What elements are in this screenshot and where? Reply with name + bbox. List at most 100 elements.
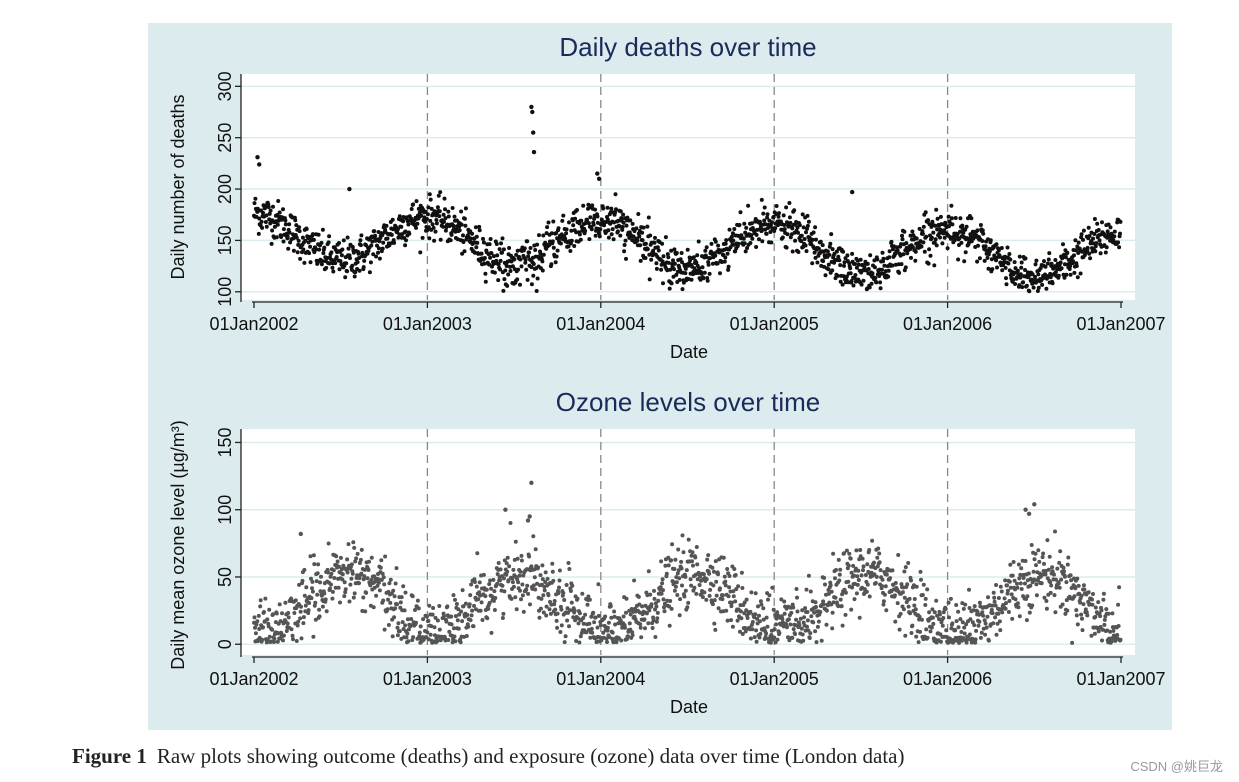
data-point: [780, 616, 785, 621]
data-point: [310, 232, 315, 237]
data-point: [765, 212, 770, 217]
data-point: [1117, 245, 1122, 250]
data-point: [713, 627, 718, 632]
data-point: [899, 262, 904, 267]
data-point: [580, 591, 585, 596]
data-point: [646, 569, 651, 574]
data-point: [329, 250, 334, 255]
data-point: [831, 551, 836, 556]
data-point: [533, 587, 538, 592]
data-point: [1015, 581, 1019, 586]
data-point: [750, 620, 755, 624]
data-point: [674, 251, 679, 255]
data-point: [679, 559, 684, 564]
data-point: [1011, 560, 1016, 564]
data-point: [640, 238, 645, 243]
data-point: [958, 229, 962, 234]
data-point: [609, 206, 614, 211]
data-point: [686, 600, 691, 605]
data-point: [444, 619, 449, 624]
data-point: [461, 604, 466, 609]
data-point: [956, 609, 961, 614]
data-point: [680, 287, 685, 292]
data-point: [283, 222, 288, 227]
data-point: [1042, 595, 1047, 600]
data-point: [813, 629, 818, 634]
data-point: [807, 636, 812, 640]
data-point: [309, 596, 314, 601]
data-point: [1071, 259, 1075, 264]
data-point: [680, 583, 684, 588]
data-point: [296, 238, 301, 243]
data-point: [1104, 607, 1109, 612]
data-point: [693, 555, 698, 560]
data-point: [1065, 250, 1070, 255]
data-point: [445, 604, 450, 609]
data-point: [263, 220, 268, 224]
ozone-chart-title: Ozone levels over time: [556, 387, 820, 417]
data-point: [326, 240, 331, 245]
data-point: [397, 214, 402, 219]
y-tick-label: 250: [215, 123, 235, 153]
data-point: [898, 611, 903, 616]
data-point: [252, 201, 257, 206]
data-point: [818, 610, 823, 614]
data-point: [446, 209, 451, 214]
data-point: [1097, 238, 1102, 243]
data-point: [635, 238, 640, 243]
data-point: [878, 280, 883, 285]
data-point: [949, 626, 954, 631]
data-point: [1030, 272, 1035, 277]
data-point: [786, 635, 790, 640]
data-point: [496, 561, 501, 565]
data-point: [772, 627, 777, 632]
data-point: [851, 563, 856, 568]
data-point: [363, 609, 368, 614]
data-point: [1056, 581, 1061, 586]
data-point: [769, 240, 774, 245]
data-point: [1068, 264, 1073, 268]
data-point: [651, 615, 656, 620]
data-point: [449, 622, 454, 627]
data-point: [643, 256, 648, 260]
data-point: [341, 238, 346, 243]
y-tick-label: 100: [215, 495, 235, 525]
data-point: [994, 242, 999, 247]
data-point: [749, 221, 754, 226]
data-point: [929, 625, 934, 630]
data-point: [501, 247, 506, 252]
figure-caption-label: Figure 1: [72, 744, 147, 768]
data-point: [426, 205, 431, 210]
data-point: [431, 225, 436, 230]
data-point: [349, 562, 354, 567]
data-point: [489, 630, 494, 635]
data-point: [343, 275, 348, 280]
data-point: [298, 616, 303, 621]
data-point: [460, 619, 465, 624]
data-point: [606, 620, 611, 625]
data-point: [821, 259, 826, 264]
data-point: [349, 576, 354, 581]
data-point: [583, 229, 588, 233]
data-point: [710, 602, 715, 607]
data-point: [722, 259, 727, 264]
data-point: [1087, 251, 1092, 256]
data-point: [358, 557, 363, 562]
data-point: [710, 565, 715, 570]
data-point: [735, 618, 740, 623]
data-point: [395, 227, 400, 232]
data-point: [380, 233, 385, 238]
data-point: [378, 565, 383, 570]
data-point: [877, 560, 882, 565]
data-point: [547, 607, 552, 612]
data-point: [1029, 543, 1034, 547]
data-point: [301, 247, 306, 252]
data-point: [912, 597, 917, 601]
data-point: [665, 598, 670, 603]
y-tick-label: 150: [215, 427, 235, 457]
data-point: [622, 249, 627, 254]
data-point: [892, 593, 897, 598]
data-point: [1067, 267, 1072, 271]
data-point: [1075, 576, 1080, 581]
figure-caption-text: Raw plots showing outcome (deaths) and e…: [156, 744, 905, 768]
